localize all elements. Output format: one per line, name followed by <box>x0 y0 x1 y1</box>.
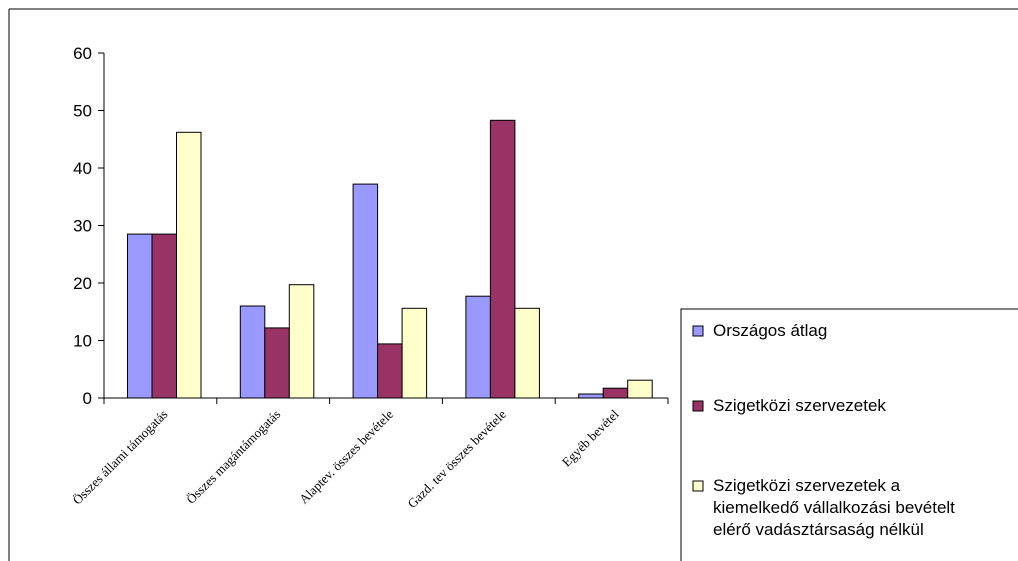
bar-3-2 <box>288 284 315 399</box>
bar-3-1 <box>176 131 202 399</box>
bar-2-4 <box>489 119 516 399</box>
y-tick-label-20: 20 <box>73 274 92 293</box>
bar-1-1 <box>127 233 153 399</box>
y-tick-label-40: 40 <box>73 159 92 178</box>
legend-label-1: Országos átlag <box>713 321 827 340</box>
x-tick-label-1: Összes állami támogatás <box>70 407 171 508</box>
legend-swatch-3 <box>692 480 704 492</box>
bar-3-5 <box>627 379 653 399</box>
bar-3-3 <box>401 307 428 399</box>
y-tick-label-30: 30 <box>73 217 92 236</box>
legend-swatch-2 <box>692 400 704 412</box>
legend-label-3-line-3: elérő vadásztársaság nélkül <box>713 520 924 539</box>
bar-1-5 <box>578 393 604 399</box>
x-tick-label-5: Egyéb bevétel <box>559 406 622 469</box>
bar-3-4 <box>514 307 540 399</box>
x-tick-label-4: Gazd. tev összes bevétele <box>404 406 509 511</box>
legend-label-3-line-1: Szigetközi szervezetek a <box>713 476 901 495</box>
bar-1-3 <box>352 183 379 399</box>
bar-2-5 <box>602 387 629 399</box>
bar-2-3 <box>377 343 403 399</box>
y-tick-label-50: 50 <box>73 102 92 121</box>
legend-label-2: Szigetközi szervezetek <box>713 396 886 415</box>
legend-label-3-line-2: kiemelkedő vállalkozási bevételt <box>713 498 955 517</box>
y-tick-label-60: 60 <box>73 44 92 63</box>
bar-2-1 <box>151 233 177 399</box>
bar-1-4 <box>465 295 491 399</box>
bar-2-2 <box>264 327 290 399</box>
legend-box <box>680 308 1018 561</box>
y-tick-label-0: 0 <box>83 389 92 408</box>
x-tick-label-2: Összes magántámogatás <box>183 407 283 507</box>
y-tick-label-10: 10 <box>73 332 92 351</box>
legend: Országos átlag Szigetközi szervezetek Szig… <box>680 308 1018 561</box>
plot-area: 0 10 20 30 40 50 60 Összes állami támogatás Össz… <box>70 44 669 511</box>
bar-1-2 <box>239 305 266 399</box>
legend-swatch-1 <box>692 325 704 337</box>
x-tick-label-3: Alaptev. összes bevétele <box>296 406 396 506</box>
